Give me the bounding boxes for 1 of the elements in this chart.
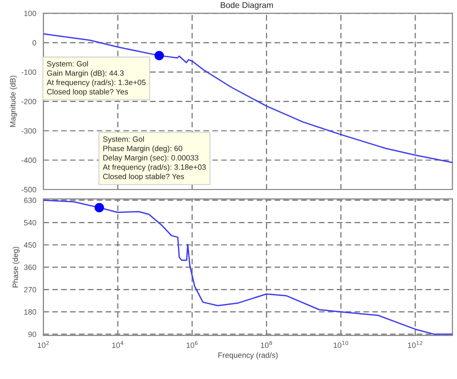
chart-title: Bode Diagram	[220, 2, 273, 10]
